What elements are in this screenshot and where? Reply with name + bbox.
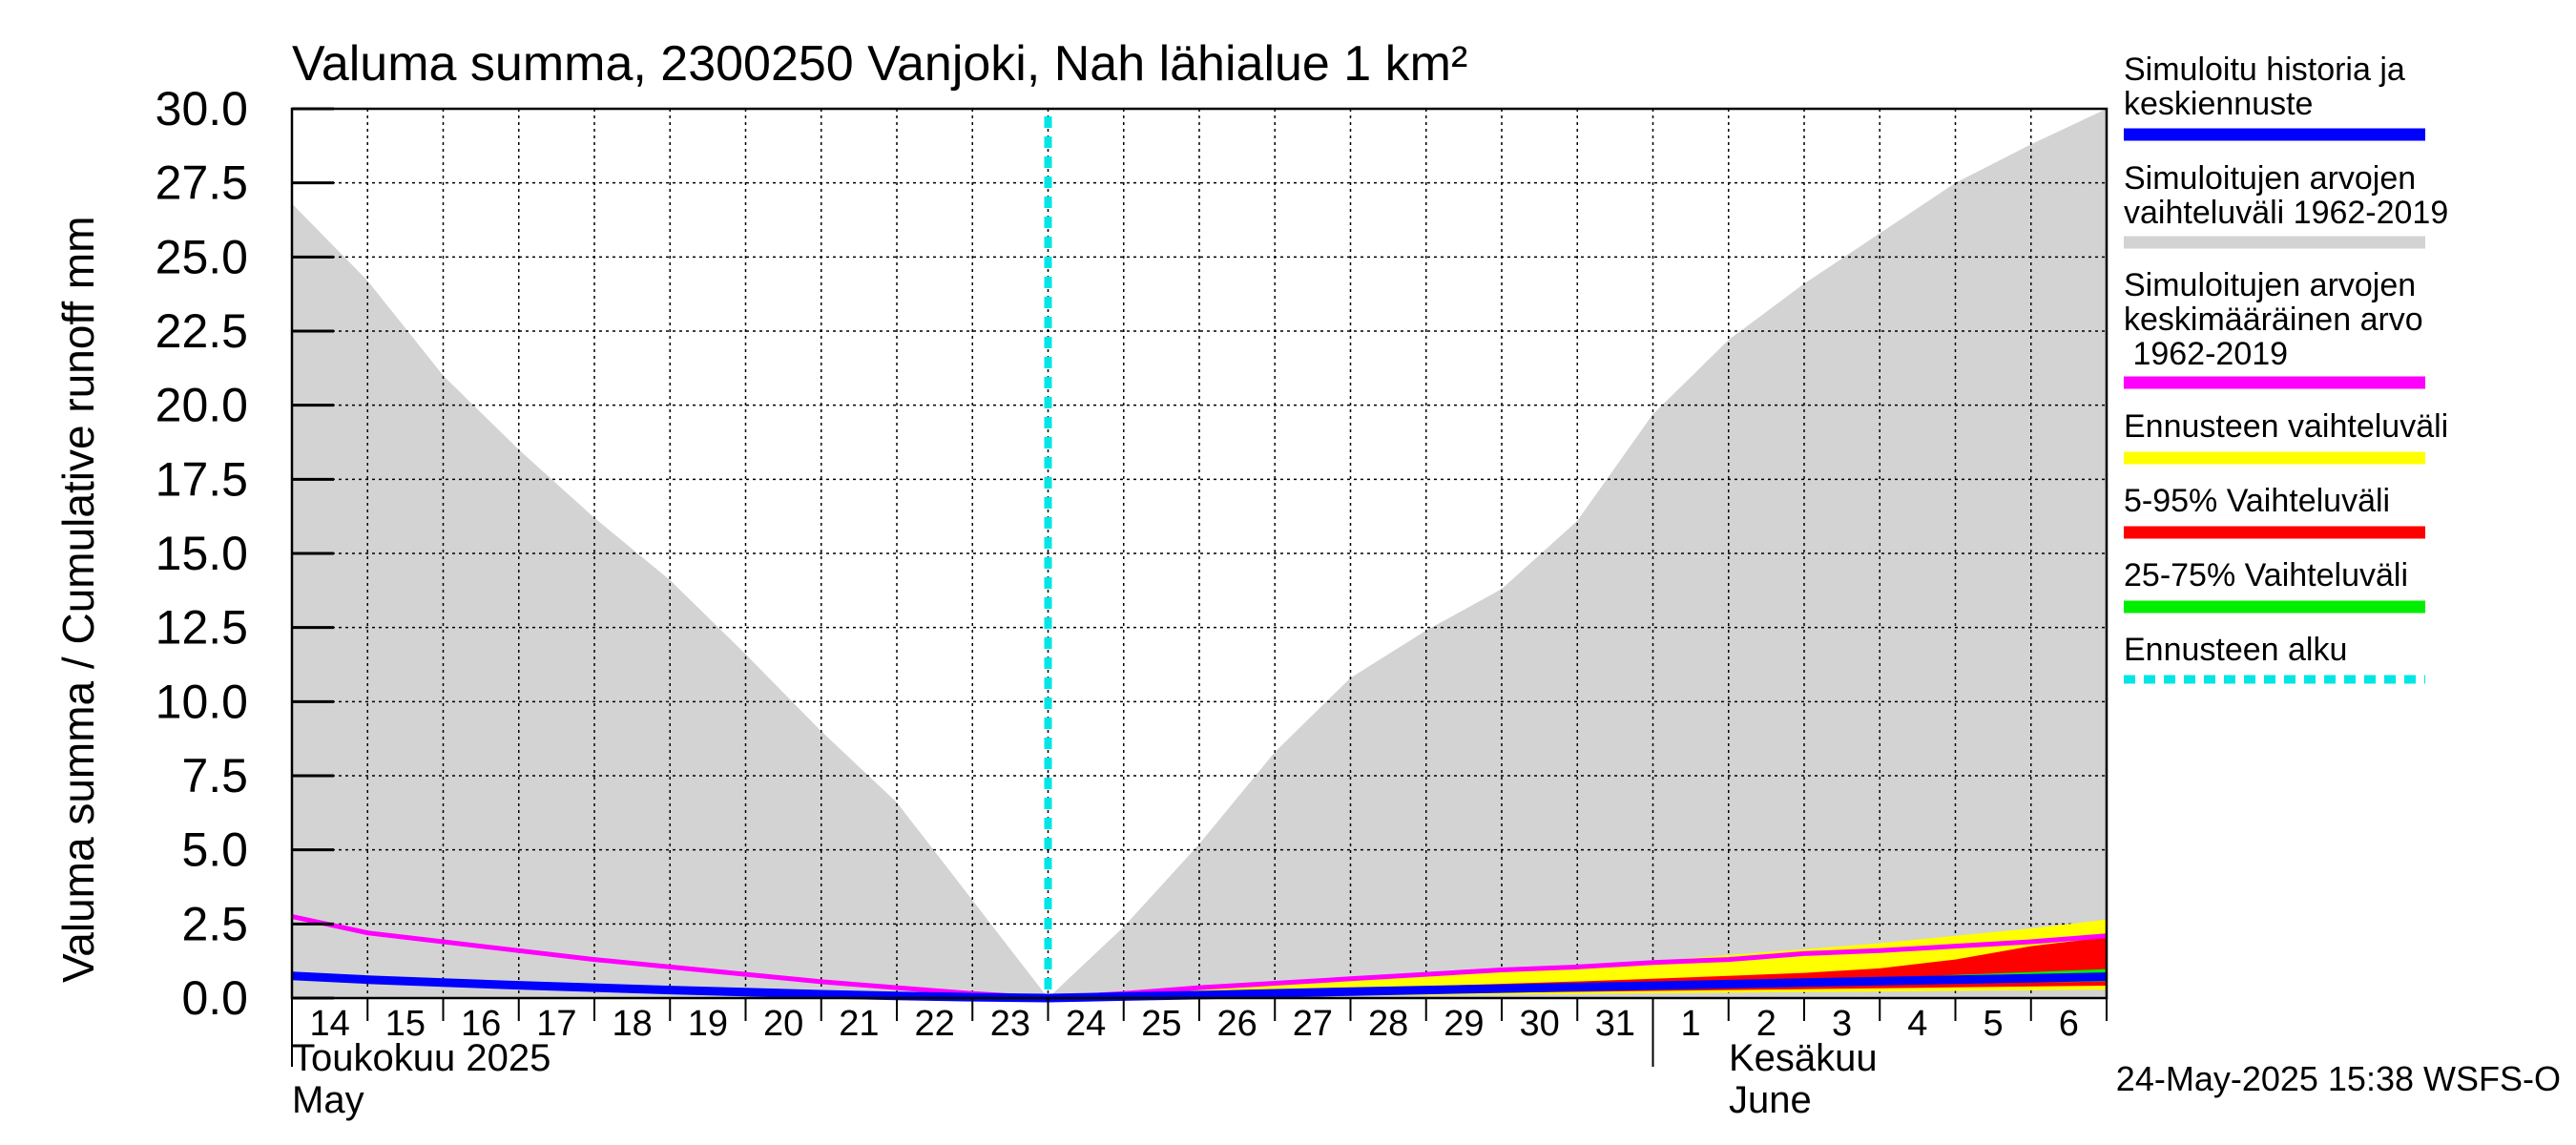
x-tick-label: 19 (688, 1004, 728, 1044)
y-tick-label: 15.0 (156, 527, 248, 580)
y-tick-label: 7.5 (181, 749, 248, 802)
y-tick-label: 25.0 (156, 230, 248, 283)
x-tick-label: 14 (309, 1004, 349, 1044)
legend-label: Ennusteen vaihteluväli (2124, 408, 2448, 445)
y-tick-label: 30.0 (156, 82, 248, 135)
legend-label-line: Simuloitujen arvojen (2124, 267, 2416, 303)
x-tick-label: 5 (1984, 1004, 2004, 1044)
x-tick-labels: 14 15 16 17 18 19 20 21 22 23 24 25 26 27 28 29 30 31 1 2 3 4… (309, 1004, 2078, 1044)
simulated-range-area-layer (292, 109, 2107, 998)
y-tick-label: 2.5 (181, 897, 248, 950)
legend-label-line: Ennusteen alku (2124, 632, 2347, 668)
chart-title: Valuma summa, 2300250 Vanjoki, Nah lähia… (292, 36, 1467, 92)
x-tick-label: 2 (1756, 1004, 1776, 1044)
legend-item: Simuloitujen arvojen keskimääräinen arvo … (2124, 267, 2425, 389)
x-tick-label: 4 (1907, 1004, 1927, 1044)
y-tick-label: 20.0 (156, 379, 248, 432)
x-tick-label: 28 (1368, 1004, 1408, 1044)
y-tick-label: 5.0 (181, 823, 248, 877)
simulated-range-area (292, 109, 2107, 998)
legend-label: Simuloitujen arvojen vaihteluväli 1962-20… (2124, 160, 2448, 231)
mean-value-line (291, 914, 2108, 1001)
y-tick-labels: 0.0 2.5 5.0 7.5 10.0 12.5 15.0 17.5 20.0 22.5 25.0… (156, 82, 248, 1025)
series-lines-layer (291, 116, 2108, 1003)
month-label-june-fi: Kesäkuu (1729, 1037, 1878, 1079)
legend-label: Simuloitu historia ja keskiennuste (2124, 52, 2405, 122)
legend-label-line: 1962-2019 (2124, 336, 2288, 372)
legend-label-line: Simuloitu historia ja (2124, 52, 2405, 88)
month-label-may-en: May (292, 1079, 364, 1121)
grid-layer (292, 109, 2107, 998)
legend-label-line: keskimääräinen arvo (2124, 302, 2423, 338)
legend-item: Ennusteen vaihteluväli (2124, 408, 2448, 465)
legend-label-line: keskiennuste (2124, 86, 2313, 122)
legend-label-line: 25-75% Vaihteluväli (2124, 557, 2408, 593)
legend-label: Simuloitujen arvojen keskimääräinen arvo … (2124, 267, 2423, 372)
x-tick-label: 20 (763, 1004, 803, 1044)
y-tick-label: 22.5 (156, 304, 248, 358)
legend-item: 25-75% Vaihteluväli (2124, 557, 2425, 614)
x-tick-label: 30 (1519, 1004, 1559, 1044)
x-tick-label: 16 (461, 1004, 501, 1044)
x-tick-label: 27 (1293, 1004, 1333, 1044)
y-tick-label: 17.5 (156, 452, 248, 506)
chart-legend: Simuloitu historia ja keskiennusteSimuloi… (2124, 52, 2448, 684)
chart-footer-timestamp: 24-May-2025 15:38 WSFS-O (2116, 1059, 2561, 1098)
legend-label-line: Ennusteen vaihteluväli (2124, 408, 2448, 445)
legend-item: 5-95% Vaihteluväli (2124, 483, 2425, 539)
x-tick-label: 24 (1066, 1004, 1106, 1044)
x-tick-label: 15 (385, 1004, 426, 1044)
x-tick-label: 25 (1141, 1004, 1181, 1044)
y-tick-label: 27.5 (156, 156, 248, 210)
x-tick-label: 23 (990, 1004, 1030, 1044)
axes-layer (290, 107, 2109, 1067)
x-tick-label: 26 (1216, 1004, 1257, 1044)
legend-label: 5-95% Vaihteluväli (2124, 483, 2390, 519)
x-tick-label: 31 (1595, 1004, 1635, 1044)
month-label-may-fi: Toukokuu 2025 (292, 1037, 551, 1079)
month-label-june-en: June (1729, 1079, 1812, 1121)
y-tick-label: 10.0 (156, 675, 248, 728)
legend-item: Simuloitu historia ja keskiennuste (2124, 52, 2425, 141)
x-tick-label: 3 (1832, 1004, 1852, 1044)
x-tick-label: 18 (612, 1004, 652, 1044)
x-tick-label: 21 (839, 1004, 879, 1044)
legend-label-line: Simuloitujen arvojen (2124, 160, 2416, 197)
x-tick-label: 1 (1681, 1004, 1701, 1044)
simulated-history-line (291, 971, 2108, 1003)
legend-label-line: vaihteluväli 1962-2019 (2124, 195, 2448, 231)
y-axis-label: Valuma summa / Cumulative runoff mm (53, 216, 103, 983)
x-tick-label: 17 (536, 1004, 576, 1044)
y-tick-label: 12.5 (156, 601, 248, 655)
y-tick-label: 0.0 (181, 971, 248, 1025)
legend-label: Ennusteen alku (2124, 632, 2347, 668)
legend-label-line: 5-95% Vaihteluväli (2124, 483, 2390, 519)
month-labels: Toukokuu 2025 May Kesäkuu June (292, 1037, 1878, 1121)
x-tick-label: 22 (914, 1004, 954, 1044)
legend-item: Ennusteen alku (2124, 632, 2425, 684)
x-tick-label: 6 (2059, 1004, 2079, 1044)
x-tick-label: 29 (1444, 1004, 1484, 1044)
legend-label: 25-75% Vaihteluväli (2124, 557, 2408, 593)
legend-item: Simuloitujen arvojen vaihteluväli 1962-20… (2124, 160, 2448, 249)
